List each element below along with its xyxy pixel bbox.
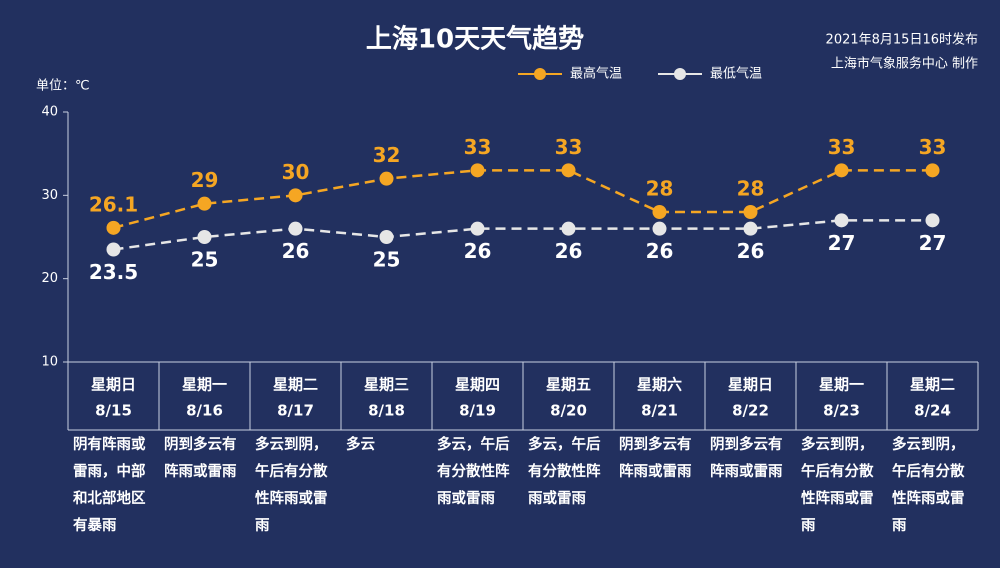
weekday-label: 星期五 [546, 376, 591, 394]
data-label: 33 [919, 135, 947, 159]
data-point [470, 221, 485, 236]
legend-label: 最高气温 [570, 66, 622, 82]
data-label: 26 [464, 239, 492, 263]
series-line [113, 169, 933, 230]
y-tick-label: 10 [41, 355, 58, 370]
legend-label: 最低气温 [710, 66, 762, 82]
data-label: 27 [919, 231, 947, 255]
weekday-label: 星期四 [455, 376, 500, 394]
weekday-label: 星期一 [819, 376, 864, 394]
data-point [197, 230, 212, 244]
x-tick-label: 8/18 [368, 402, 405, 420]
y-tick-label: 20 [41, 271, 58, 286]
weather-description: 阴到多云有阵雨或雷雨 [619, 437, 692, 480]
data-point [925, 213, 940, 228]
weekday-label: 星期二 [910, 376, 955, 394]
x-tick-label: 8/23 [823, 402, 860, 420]
weather-description: 多云到阴，午后有分散性阵雨或雷雨 [892, 437, 965, 534]
weekday-label: 星期六 [637, 376, 682, 394]
data-point [561, 221, 576, 236]
weather-description: 多云 [346, 437, 375, 453]
weather-description: 多云，午后有分散性阵雨或雷雨 [528, 437, 601, 507]
chart-title: 上海10天天气趋势 [366, 24, 584, 55]
data-label: 27 [828, 231, 856, 255]
data-label: 26 [737, 239, 765, 263]
data-point [925, 163, 940, 178]
data-point [288, 188, 303, 203]
data-label: 25 [191, 248, 219, 272]
data-point [106, 220, 121, 235]
subtitle: 上海市气象服务中心 制作 [831, 56, 978, 72]
x-tick-label: 8/16 [186, 402, 223, 420]
legend-marker [534, 68, 546, 80]
y-tick-label: 40 [41, 105, 58, 120]
weekday-label: 星期三 [364, 376, 409, 394]
x-tick-label: 8/21 [641, 402, 678, 420]
data-label: 28 [737, 177, 765, 201]
x-tick-label: 8/24 [914, 402, 951, 420]
legend-marker [674, 68, 686, 80]
data-label: 33 [828, 135, 856, 159]
x-tick-label: 8/20 [550, 402, 587, 420]
y-axis-label: 单位：℃ [36, 79, 90, 94]
data-point [197, 196, 212, 211]
series-line [113, 219, 933, 251]
weather-description: 多云到阴，午后有分散性阵雨或雷雨 [801, 437, 874, 534]
data-point [379, 230, 394, 244]
data-point [288, 221, 303, 236]
data-label: 26.1 [89, 192, 138, 216]
data-point [652, 221, 667, 236]
data-label: 28 [646, 177, 674, 201]
data-label: 25 [373, 248, 401, 272]
weekday-label: 星期一 [182, 376, 227, 394]
data-point [834, 163, 849, 178]
data-label: 29 [191, 168, 219, 192]
data-label: 33 [555, 135, 583, 159]
data-point [652, 205, 667, 219]
data-point [743, 205, 758, 219]
weather-description: 阴到多云有阵雨或雷雨 [710, 437, 783, 480]
data-label: 26 [555, 239, 583, 263]
data-point [743, 221, 758, 236]
weather-description: 多云，午后有分散性阵雨或雷雨 [437, 437, 510, 507]
weekday-label: 星期日 [91, 376, 136, 394]
data-label: 26 [646, 239, 674, 263]
y-tick-label: 30 [41, 188, 58, 203]
data-label: 23.5 [89, 260, 138, 284]
data-label: 33 [464, 135, 492, 159]
data-point [379, 171, 394, 186]
weather-description: 多云到阴，午后有分散性阵雨或雷雨 [255, 437, 328, 534]
data-label: 30 [282, 160, 310, 184]
data-label: 26 [282, 239, 310, 263]
weekday-label: 星期二 [273, 376, 318, 394]
weather-description: 阴到多云有阵雨或雷雨 [164, 437, 237, 480]
x-tick-label: 8/15 [95, 402, 132, 420]
data-label: 32 [373, 143, 401, 167]
data-point [106, 242, 121, 257]
x-tick-label: 8/22 [732, 402, 769, 420]
x-tick-label: 8/19 [459, 402, 496, 420]
data-point [561, 163, 576, 178]
subtitle: 2021年8月15日16时发布 [826, 32, 978, 48]
weather-description: 阴有阵雨或雷雨，中部和北部地区有暴雨 [73, 437, 146, 534]
data-point [470, 163, 485, 178]
x-tick-label: 8/17 [277, 402, 314, 420]
weekday-label: 星期日 [728, 376, 773, 394]
data-point [834, 213, 849, 228]
